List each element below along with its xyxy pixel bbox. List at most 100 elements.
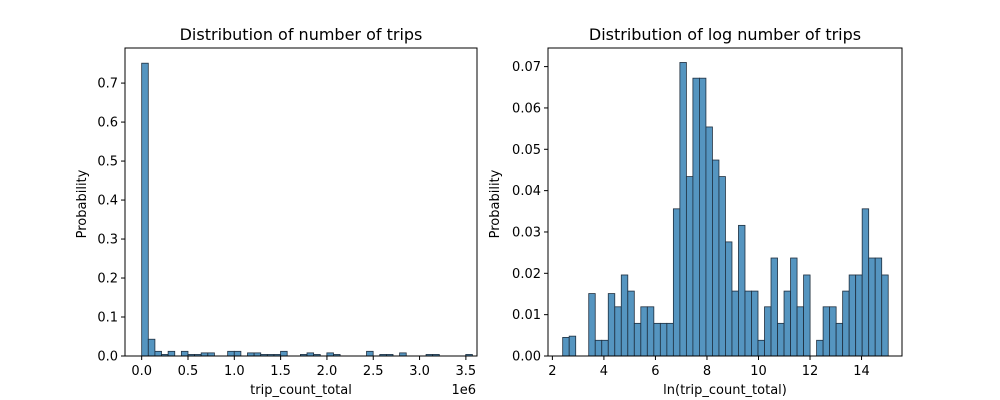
histogram-bar [881, 274, 889, 357]
y-tick-label: 0.2 [97, 272, 118, 287]
histogram-bar [233, 350, 242, 357]
chart-title: Distribution of log number of trips [589, 25, 861, 44]
histogram-bar [646, 306, 655, 357]
y-tick-label: 0.02 [512, 267, 541, 282]
histogram-bar [588, 293, 596, 357]
panel-trip-count: Distribution of number of trips trip_cou… [75, 25, 478, 398]
y-tick-label: 0.01 [512, 308, 541, 323]
histogram-bar [848, 274, 857, 357]
y-tick-label: 0.04 [512, 184, 541, 199]
x-tick-label: 3.5 [456, 364, 477, 379]
x-axis-ticks: 2 4 6 8 10 12 14 [548, 356, 870, 379]
histogram-bar [620, 274, 629, 357]
histogram-bar [633, 322, 642, 357]
histogram-bar [712, 159, 720, 357]
histogram-bar [666, 322, 674, 357]
histogram-bar [568, 335, 577, 357]
histogram-bar [777, 322, 785, 357]
histogram-bar [744, 290, 752, 357]
y-tick-label: 0.05 [512, 143, 541, 158]
y-tick-label: 0.0 [97, 350, 118, 365]
y-tick-label: 0.07 [512, 60, 541, 75]
histogram-bar [803, 274, 811, 357]
histogram-bar [659, 322, 668, 357]
histogram-bar [816, 339, 824, 357]
x-axis-label: ln(trip_count_total) [663, 383, 787, 398]
x-tick-label: 2.0 [317, 364, 338, 379]
histogram-bar [822, 306, 831, 357]
histogram-bar [562, 336, 570, 357]
histogram-bar [835, 322, 844, 357]
histogram-bar [705, 126, 713, 357]
x-tick-label: 3.0 [409, 364, 430, 379]
y-tick-label: 0.5 [97, 155, 118, 170]
y-tick-label: 0.7 [97, 77, 118, 92]
histogram-bar [699, 77, 707, 357]
histogram-bar [725, 241, 733, 357]
histogram-bar [141, 62, 149, 357]
histogram-bar [764, 306, 772, 357]
x-axis-offset-label: 1e6 [451, 383, 476, 398]
histogram-bar [672, 208, 681, 357]
x-tick-label: 1.0 [224, 364, 245, 379]
x-tick-label: 2.5 [363, 364, 384, 379]
x-tick-label: 6 [651, 364, 659, 379]
histogram-bar [653, 322, 661, 357]
histogram-bar [180, 350, 189, 357]
histogram-bar [868, 257, 876, 357]
histogram-bar [280, 350, 288, 357]
histogram-bar [685, 176, 694, 357]
histogram-bars [141, 62, 473, 357]
y-tick-label: 0.6 [97, 116, 118, 131]
histogram-bar [783, 290, 791, 357]
histogram-bar [770, 257, 778, 357]
x-tick-label: 14 [853, 364, 870, 379]
histogram-bar [855, 274, 863, 357]
histogram-bar [601, 339, 609, 357]
histogram-bar [607, 293, 616, 357]
y-axis-label: Probability [488, 169, 503, 238]
histogram-bars [562, 62, 889, 357]
histogram-bar [718, 176, 726, 357]
histogram-bar [738, 224, 746, 357]
histogram-bar [614, 306, 622, 357]
histogram-bar [154, 350, 162, 357]
histogram-bar [366, 350, 374, 357]
y-tick-label: 0.06 [512, 101, 541, 116]
x-tick-label: 0.0 [131, 364, 152, 379]
histogram-bar [874, 257, 883, 357]
x-tick-label: 10 [750, 364, 767, 379]
x-tick-label: 12 [802, 364, 819, 379]
y-tick-label: 0.3 [97, 233, 118, 248]
histogram-bar [731, 290, 739, 357]
plot-frame [124, 47, 478, 357]
y-tick-label: 0.1 [97, 311, 118, 326]
x-tick-label: 4 [600, 364, 608, 379]
x-tick-label: 1.5 [270, 364, 291, 379]
histogram-bar [640, 306, 648, 357]
y-axis-ticks: 0.00 0.01 0.02 0.03 0.04 0.05 0.06 0.07 [512, 60, 548, 365]
histogram-bar [861, 208, 870, 357]
histogram-bar [679, 62, 687, 357]
x-tick-label: 8 [703, 364, 711, 379]
histogram-bar [627, 290, 635, 357]
y-tick-label: 0.4 [97, 194, 118, 209]
histogram-bar [227, 350, 235, 357]
y-tick-label: 0.00 [512, 350, 541, 365]
histogram-bar [790, 257, 798, 357]
histogram-bar [167, 350, 176, 357]
y-axis-label: Probability [75, 169, 90, 238]
y-tick-label: 0.03 [512, 225, 541, 240]
x-axis-ticks: 0.0 0.5 1.0 1.5 2.0 2.5 3.0 3.5 [131, 356, 476, 379]
plot-frame [547, 47, 903, 357]
histogram-bar [692, 77, 700, 357]
chart-title: Distribution of number of trips [180, 25, 423, 44]
x-tick-label: 0.5 [178, 364, 199, 379]
x-tick-label: 2 [548, 364, 556, 379]
histogram-bar [147, 338, 156, 357]
histogram-bar [842, 290, 850, 357]
histogram-bar [594, 339, 603, 357]
histogram-bar [829, 306, 837, 357]
y-axis-ticks: 0.0 0.1 0.2 0.3 0.4 0.5 0.6 0.7 [97, 77, 125, 365]
